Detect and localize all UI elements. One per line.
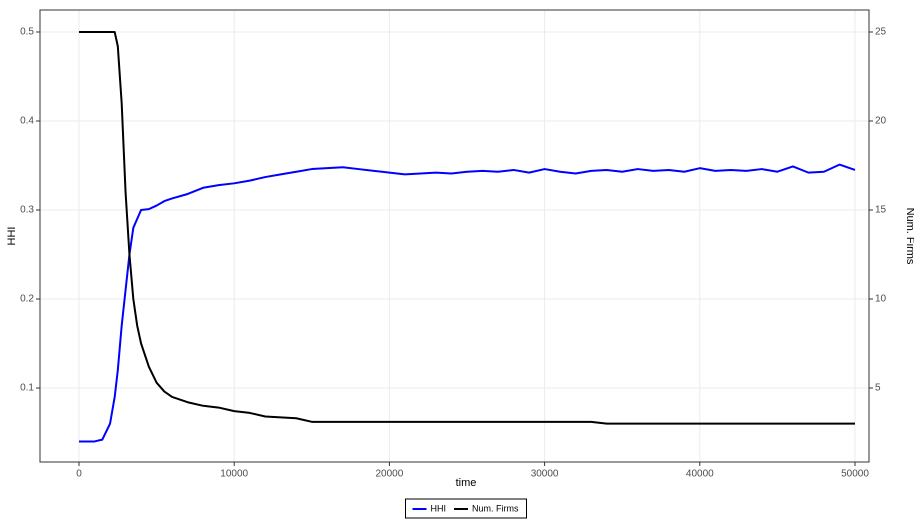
y-tick-label: 0.5 xyxy=(20,27,34,38)
y2-tick-label: 5 xyxy=(875,383,881,394)
x-tick-label: 50000 xyxy=(841,469,869,480)
series-line xyxy=(79,163,856,443)
y2-axis-title: Num. Firms xyxy=(904,208,914,265)
series-line xyxy=(79,31,855,425)
x-tick-label: 40000 xyxy=(686,469,714,480)
x-tick-label: 30000 xyxy=(531,469,559,480)
x-tick-label: 10000 xyxy=(220,469,248,480)
y-axis-title: HHI xyxy=(6,227,18,246)
x-tick-label: 20000 xyxy=(375,469,403,480)
x-axis-title: time xyxy=(456,477,477,489)
y-tick-label: 0.3 xyxy=(20,205,34,216)
y-tick-label: 0.1 xyxy=(20,383,34,394)
legend-label: HHI xyxy=(431,503,447,513)
y-tick-label: 0.4 xyxy=(20,116,34,127)
y-tick-label: 0.2 xyxy=(20,294,34,305)
y2-tick-label: 10 xyxy=(875,294,887,305)
legend: HHI Num. Firms xyxy=(405,498,527,519)
legend-label: Num. Firms xyxy=(472,503,519,513)
x-tick-label: 0 xyxy=(76,469,82,480)
y2-tick-label: 25 xyxy=(875,27,887,38)
plot-border xyxy=(39,9,870,463)
y2-tick-label: 20 xyxy=(875,116,887,127)
y2-tick-label: 15 xyxy=(875,205,887,216)
